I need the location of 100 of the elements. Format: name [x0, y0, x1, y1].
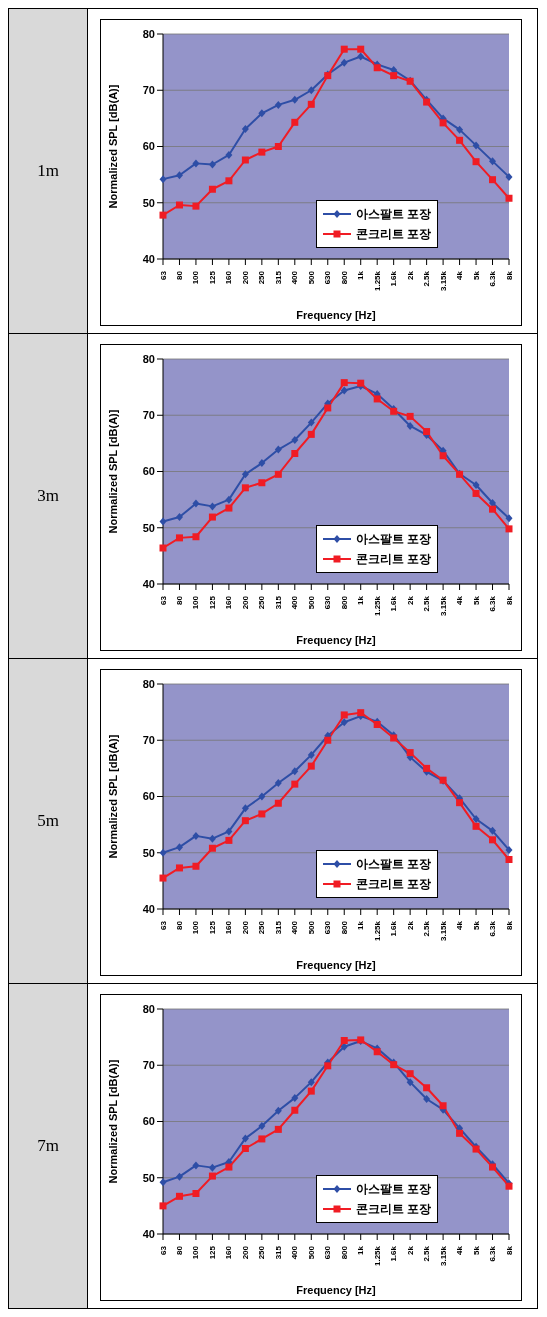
- x-tick-label: 1k: [356, 595, 366, 605]
- point: [423, 1084, 431, 1092]
- point: [340, 58, 348, 67]
- point: [505, 514, 513, 523]
- y-tick-label: 60: [142, 465, 155, 478]
- point: [373, 395, 381, 403]
- point: [340, 1037, 348, 1044]
- x-tick-label: 1.6k: [389, 595, 399, 612]
- point: [489, 157, 497, 166]
- x-tick-label: 3.15k: [438, 1245, 448, 1267]
- y-tick-label: 80: [142, 27, 155, 40]
- point: [456, 136, 464, 144]
- x-tick-label: 6.3k: [488, 270, 498, 287]
- point: [225, 177, 233, 185]
- x-tick-label: 250: [257, 920, 267, 935]
- x-tick-label: 250: [257, 270, 267, 285]
- point: [291, 436, 299, 444]
- point: [291, 450, 299, 457]
- y-tick-label: 50: [142, 521, 155, 534]
- x-tick-label: 4k: [455, 270, 465, 280]
- text: 3m: [9, 334, 88, 658]
- x-tick-label: 1.6k: [389, 270, 399, 287]
- point: [291, 95, 299, 104]
- point: [258, 1135, 266, 1143]
- point: [340, 386, 348, 395]
- point: [406, 1070, 414, 1078]
- x-tick-label: 1.25k: [372, 270, 382, 292]
- x-axis-title: Frequency [Hz]: [296, 634, 377, 646]
- point: [208, 1163, 216, 1172]
- point: [505, 525, 513, 533]
- x-tick-label: 80: [174, 1245, 184, 1255]
- x-tick-label: 2k: [405, 270, 415, 280]
- legend-label: 콘크리트 포장: [356, 226, 432, 243]
- legend-label: 아스팔트 포장: [356, 1181, 432, 1198]
- point: [291, 1106, 299, 1114]
- point: [175, 1192, 183, 1200]
- x-tick-label: 400: [290, 1245, 300, 1260]
- point: [175, 513, 183, 522]
- y-axis-title: Normalized SPL [dB(A)]: [106, 84, 119, 209]
- point: [241, 156, 249, 164]
- x-tick-label: 315: [273, 595, 283, 610]
- x-tick-label: 160: [224, 920, 234, 935]
- point: [324, 736, 332, 744]
- x-tick-label: 100: [191, 595, 201, 610]
- x-tick-label: 315: [273, 270, 283, 285]
- point: [406, 412, 414, 420]
- x-tick-label: 500: [306, 920, 316, 935]
- y-tick-label: 80: [142, 352, 155, 365]
- point: [472, 158, 480, 166]
- point: [225, 1163, 233, 1171]
- x-tick-label: 1k: [356, 270, 366, 280]
- x-tick-label: 125: [207, 920, 217, 935]
- point: [159, 874, 167, 882]
- x-tick-label: 200: [240, 270, 250, 285]
- point: [489, 176, 497, 184]
- x-tick-label: 400: [290, 920, 300, 935]
- point: [208, 844, 216, 852]
- point: [192, 159, 200, 168]
- x-tick-label: 500: [306, 270, 316, 285]
- x-tick-label: 63: [158, 270, 168, 280]
- point: [357, 52, 365, 61]
- point: [175, 534, 183, 542]
- y-axis-title: Normalized SPL [dB(A)]: [106, 1059, 119, 1184]
- point: [241, 804, 249, 813]
- x-tick-label: 63: [158, 920, 168, 930]
- x-tick-label: 2.5k: [422, 270, 432, 287]
- x-tick-label: 3.15k: [438, 920, 448, 942]
- point: [373, 721, 381, 728]
- point: [340, 45, 348, 53]
- y-axis-title: Normalized SPL [dB(A)]: [106, 734, 119, 859]
- point: [406, 1078, 414, 1087]
- point: [175, 171, 183, 180]
- x-tick-label: 2.5k: [422, 595, 432, 612]
- point: [258, 479, 266, 487]
- text: 7m: [9, 984, 88, 1308]
- point: [208, 513, 216, 521]
- point: [472, 822, 480, 830]
- x-tick-label: 8k: [504, 595, 514, 605]
- x-tick-label: 1k: [356, 1245, 366, 1255]
- point: [192, 1190, 200, 1197]
- legend-label: 아스팔트 포장: [356, 206, 432, 223]
- point: [291, 1093, 299, 1102]
- text: 1m: [9, 9, 88, 333]
- point: [489, 499, 497, 507]
- point: [456, 1129, 464, 1137]
- point: [241, 1134, 249, 1143]
- point: [208, 834, 216, 843]
- x-tick-label: 2k: [405, 1245, 415, 1255]
- point: [439, 452, 447, 460]
- y-tick-label: 40: [142, 252, 155, 265]
- x-tick-label: 8k: [504, 1245, 514, 1255]
- y-tick-label: 70: [142, 409, 155, 422]
- x-tick-label: 5k: [471, 1245, 481, 1255]
- point: [192, 499, 200, 508]
- point: [307, 430, 315, 438]
- x-tick-label: 160: [224, 595, 234, 610]
- y-tick-label: 60: [142, 790, 155, 803]
- x-tick-label: 80: [174, 595, 184, 605]
- point: [439, 119, 447, 127]
- point: [241, 470, 249, 479]
